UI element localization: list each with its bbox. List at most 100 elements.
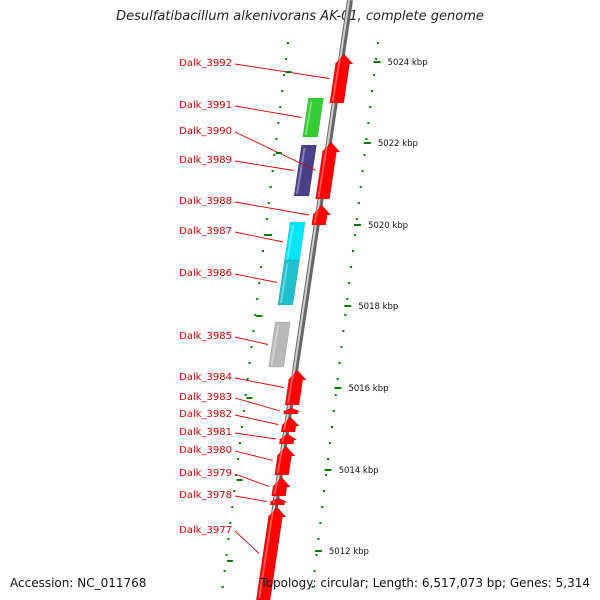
- gene-sheen: [287, 372, 295, 404]
- gene-labels: Dalk_3992 Dalk_3991 Dalk_3990 Dalk_3989 Dalk…: [179, 58, 232, 536]
- scale-dot: [265, 218, 268, 220]
- leader-line: [234, 377, 284, 388]
- scale-dot: [342, 330, 345, 332]
- gene-sheen: [273, 479, 279, 495]
- gene-sheen: [317, 144, 328, 198]
- topology-text: Topology: circular; Length: 6,517,073 bp…: [260, 576, 590, 590]
- scale-dot: [260, 266, 263, 268]
- scale-dot: [286, 42, 289, 44]
- gene-sheen: [258, 509, 274, 599]
- scale-dot: [346, 298, 349, 300]
- scale-dot: [275, 138, 278, 140]
- gene-label[interactable]: Dalk_3991: [179, 100, 232, 111]
- scale-dot: [277, 122, 280, 124]
- gene-dalk-3986: [277, 259, 300, 306]
- scale-dot: [271, 170, 274, 172]
- scale-dot: [252, 330, 255, 332]
- scale-dot: [258, 282, 261, 284]
- reverse-strand-genes: [255, 53, 354, 600]
- gene-dalk-3983: [282, 407, 301, 415]
- scale-dot: [231, 506, 234, 508]
- gene-dalk-3978: [269, 497, 288, 506]
- gene-label[interactable]: Dalk_3989: [179, 155, 232, 166]
- gene-label[interactable]: Dalk_3983: [179, 392, 232, 403]
- gene-label[interactable]: Dalk_3985: [179, 331, 232, 342]
- scale-dot: [227, 538, 230, 540]
- gene-label[interactable]: Dalk_3977: [179, 525, 232, 536]
- gene-sheen: [279, 262, 289, 304]
- gene-label[interactable]: Dalk_3979: [179, 468, 232, 479]
- gene-dalk-3979: [271, 476, 292, 497]
- leader-line: [234, 201, 310, 216]
- gene-label[interactable]: Dalk_3982: [179, 409, 232, 420]
- scale-dot: [256, 298, 259, 300]
- gene-sheen: [331, 56, 341, 102]
- scale-dot: [237, 458, 240, 460]
- genome-title: Desulfatibacillum alkenivorans AK-01, co…: [116, 9, 484, 24]
- scale-dot: [317, 538, 320, 540]
- gene-label[interactable]: Dalk_3990: [179, 126, 232, 137]
- gene-label[interactable]: Dalk_3980: [179, 445, 232, 456]
- leader-line: [234, 495, 267, 502]
- scale-dot: [235, 474, 238, 476]
- scale-dot: [361, 170, 364, 172]
- scale-dot: [359, 186, 362, 188]
- leader-line: [234, 450, 273, 461]
- gene-label[interactable]: Dalk_3981: [179, 427, 232, 438]
- leader-line: [234, 414, 279, 425]
- scale-dot: [330, 426, 333, 428]
- gene-sheen: [283, 419, 288, 431]
- gene-sheen: [285, 410, 289, 413]
- gene-dalk-3984: [284, 369, 307, 406]
- forward-strand-genes: [268, 97, 324, 368]
- leader-line: [234, 105, 302, 118]
- gene-sheen: [272, 500, 276, 504]
- scale-dot: [244, 394, 247, 396]
- scale-dot: [327, 458, 330, 460]
- scale-dot: [267, 202, 270, 204]
- gene-sheen: [276, 448, 283, 474]
- scale-dot: [325, 474, 328, 476]
- scale-dot: [332, 410, 335, 412]
- leader-line: [234, 160, 294, 171]
- gene-label[interactable]: Dalk_3978: [179, 490, 232, 501]
- scale-dot: [263, 234, 266, 236]
- scale-dot: [363, 154, 366, 156]
- gene-sheen: [304, 100, 313, 136]
- scale-dot: [375, 58, 378, 60]
- leader-line: [234, 231, 284, 243]
- leader-line: [234, 473, 270, 487]
- scale-dot: [336, 378, 339, 380]
- leader-line: [234, 131, 316, 171]
- scale-dot: [344, 314, 347, 316]
- scale-dot: [353, 234, 356, 236]
- gene-dalk-3982: [280, 416, 301, 433]
- gene-label[interactable]: Dalk_3986: [179, 268, 232, 279]
- leader-line: [234, 432, 277, 440]
- scale-dot: [238, 442, 241, 444]
- gene-sheen: [286, 224, 295, 261]
- scale-dot: [223, 570, 226, 572]
- scale-dot: [350, 266, 353, 268]
- leader-line: [234, 273, 278, 283]
- scale-label: 5012 kbp: [329, 547, 369, 557]
- gene-label[interactable]: Dalk_3987: [179, 226, 232, 237]
- scale-dot: [242, 410, 245, 412]
- gene-label[interactable]: Dalk_3988: [179, 196, 232, 207]
- gene-label[interactable]: Dalk_3992: [179, 58, 232, 69]
- gene-label[interactable]: Dalk_3984: [179, 372, 232, 383]
- scale-dot: [262, 250, 264, 252]
- scale-dot: [279, 106, 282, 108]
- leader-line: [234, 336, 269, 345]
- scale-dot: [254, 314, 257, 316]
- scale-dot: [373, 74, 376, 76]
- gene-dalk-3990: [315, 141, 341, 200]
- scale-dot: [240, 426, 243, 428]
- scale-dot: [319, 522, 322, 524]
- scale-dot: [246, 378, 249, 380]
- gene-dalk-3981: [277, 433, 298, 445]
- gene-dalk-3977: [255, 506, 287, 600]
- scale-dot: [269, 186, 272, 188]
- gene-sheen: [296, 147, 306, 195]
